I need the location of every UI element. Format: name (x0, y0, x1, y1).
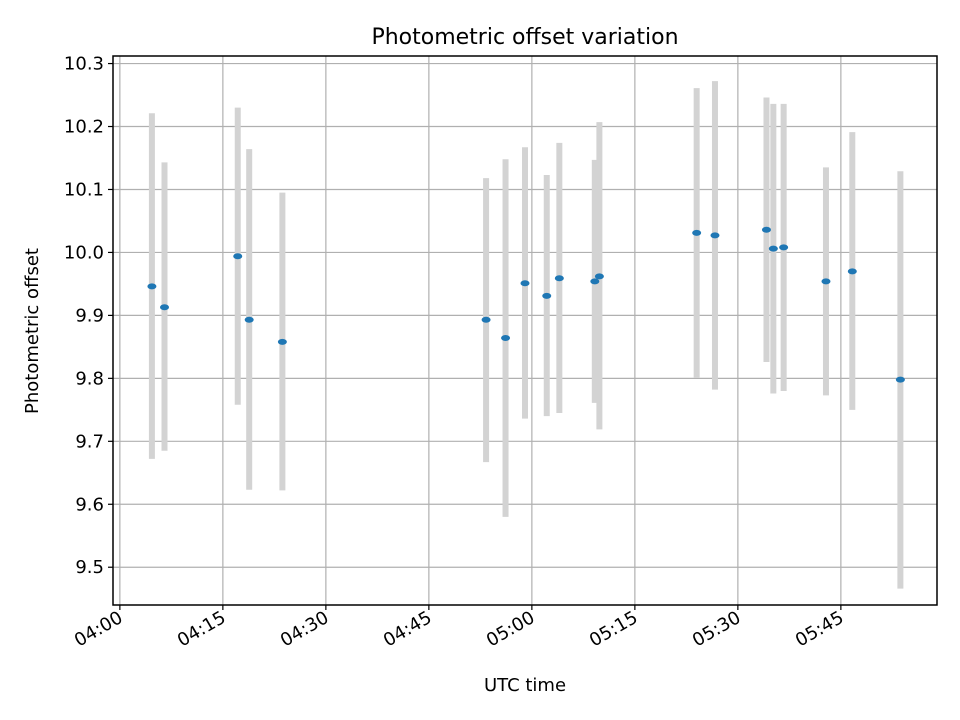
y-tick-label: 10.1 (64, 179, 104, 200)
y-tick-label: 9.8 (75, 368, 104, 389)
data-markers (147, 226, 905, 383)
data-point (768, 245, 778, 252)
y-axis-label: Photometric offset (22, 248, 43, 414)
data-point (895, 376, 905, 383)
y-tick-label: 10.2 (64, 117, 104, 138)
y-tick-label: 9.5 (75, 557, 104, 578)
x-axis-label: UTC time (484, 675, 566, 696)
data-point (244, 316, 254, 323)
data-point (590, 278, 600, 285)
data-point (779, 244, 789, 251)
y-tick-label: 9.6 (75, 494, 104, 515)
plot-area-frame (112, 55, 938, 606)
y-tick-label: 9.9 (75, 305, 104, 326)
data-point (710, 232, 720, 239)
data-point (501, 335, 511, 342)
y-tick-label: 10.3 (64, 54, 104, 75)
data-point (847, 268, 857, 275)
y-axis-ticks: 9.5 9.6 9.7 9.8 9.9 10.0 10.1 10.2 10.3 (64, 54, 113, 578)
data-point (481, 316, 491, 323)
data-point (520, 280, 530, 287)
data-point (821, 278, 831, 285)
y-tick-label: 10.0 (64, 242, 104, 263)
data-point (542, 292, 552, 299)
data-point (554, 275, 564, 282)
data-point (277, 338, 287, 345)
data-point (160, 304, 169, 311)
chart-title: Photometric offset variation (371, 25, 678, 50)
data-point (233, 253, 243, 260)
data-point (761, 226, 771, 233)
data-point (147, 283, 157, 290)
data-point (594, 273, 604, 280)
y-tick-label: 9.7 (75, 431, 104, 452)
data-point (692, 229, 702, 236)
